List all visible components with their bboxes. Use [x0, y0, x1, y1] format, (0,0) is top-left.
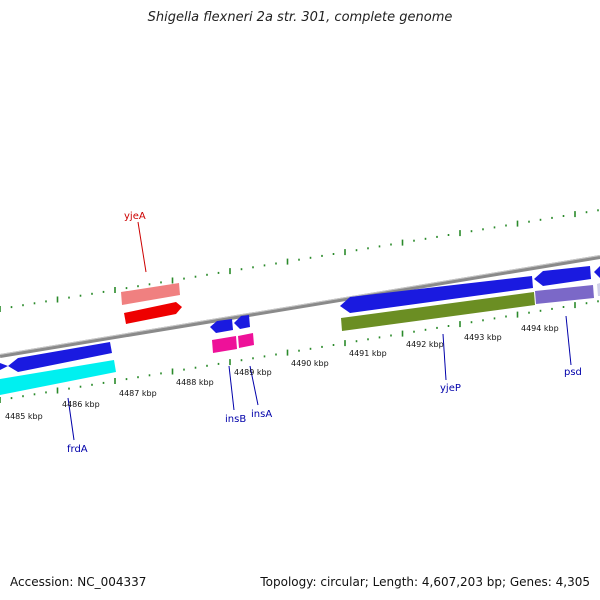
scale-tick-label: 4494 kbp	[521, 324, 559, 333]
leader-psd	[565, 315, 572, 366]
cds-insB[interactable]	[210, 319, 233, 333]
leader-frdA	[67, 397, 75, 441]
lower-tick-track	[0, 300, 599, 403]
leader-yjeP	[442, 333, 447, 381]
scale-tick-label: 4487 kbp	[119, 389, 157, 398]
gene-label-psd[interactable]: psd	[564, 367, 582, 378]
olive-feature-yjeP[interactable]	[341, 292, 535, 331]
scale-tick-label: 4490 kbp	[291, 359, 329, 368]
scale-tick-label: 4492 kbp	[406, 340, 444, 349]
gene-label-insA[interactable]: insA	[251, 409, 272, 420]
lavender-feature-psd[interactable]	[535, 285, 594, 304]
scale-tick-label: 4486 kbp	[62, 400, 100, 409]
cds-yjeP[interactable]	[340, 276, 533, 313]
leader-yjeA	[137, 221, 147, 273]
partial-cds-right[interactable]	[594, 266, 600, 278]
genome-backbone-highlight	[0, 255, 600, 355]
scale-tick-label: 4491 kbp	[349, 349, 387, 358]
partial-cds[interactable]	[0, 363, 8, 370]
cds-yjeA[interactable]	[124, 302, 182, 324]
pink-feature-yjeA[interactable]	[121, 283, 180, 305]
leader-insA	[249, 365, 259, 406]
cds-psd[interactable]	[534, 266, 591, 286]
genome-summary-text: Topology: circular; Length: 4,607,203 bp…	[260, 575, 590, 589]
scale-tick-label: 4493 kbp	[464, 333, 502, 342]
cds-insA[interactable]	[234, 315, 250, 329]
leader-insB	[228, 365, 235, 411]
magenta-feature-insA[interactable]	[238, 333, 254, 348]
gene-label-insB[interactable]: insB	[225, 414, 246, 425]
gene-label-yjeP[interactable]: yjeP	[440, 383, 461, 394]
cyan-feature[interactable]	[0, 360, 116, 395]
cds-frdA-region[interactable]	[8, 342, 112, 372]
magenta-feature-insB[interactable]	[212, 336, 237, 353]
accession-text: Accession: NC_004337	[10, 575, 147, 589]
gene-label-frdA[interactable]: frdA	[67, 444, 88, 455]
scale-labels: 4485 kbp 4486 kbp 4487 kbp 4488 kbp 4489…	[5, 324, 559, 421]
upper-tick-track	[0, 209, 599, 312]
genome-backbone	[0, 255, 600, 358]
genome-title: Shigella flexneri 2a str. 301, complete …	[147, 10, 453, 25]
scale-tick-label: 4488 kbp	[176, 378, 214, 387]
scale-tick-label: 4485 kbp	[5, 412, 43, 421]
scale-tick-label: 4489 kbp	[234, 368, 272, 377]
gene-label-yjeA[interactable]: yjeA	[124, 211, 146, 222]
partial-feature-right	[597, 283, 600, 296]
